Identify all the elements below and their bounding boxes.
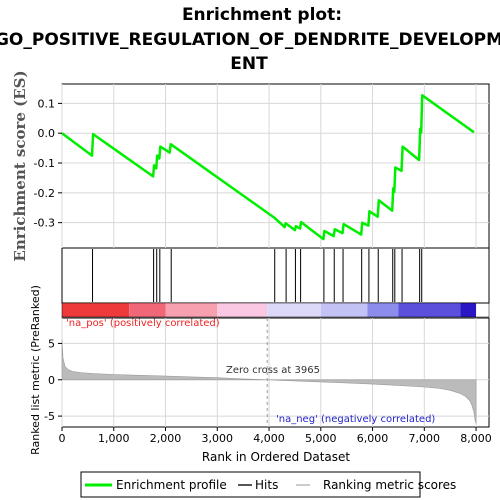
- xtick-label: 7,000: [409, 432, 441, 445]
- es-profile-line: [61, 94, 475, 241]
- es-ytick-label: 0.1: [38, 97, 56, 110]
- es-ytick-label: -0.3: [34, 217, 55, 230]
- es-gridlines: [61, 84, 489, 248]
- axes-layer: 0.1 0.0 -0.1 -0.2 -0.3 5 0 -5 0 1,000 2,000 3,000 4,…: [34, 97, 492, 445]
- metric-ytick-label: 5: [48, 337, 55, 350]
- metric-ytick-label: 0: [48, 374, 55, 387]
- colorbar-segment: [320, 303, 368, 317]
- es-ytick-label: -0.2: [34, 187, 55, 200]
- colorbar-segment: [217, 303, 268, 317]
- colorbar-segment: [398, 303, 461, 317]
- hits-layer: [92, 249, 423, 302]
- metric-ytick-label: -5: [44, 410, 55, 423]
- es-panel-frame: [61, 83, 490, 249]
- legend-metric-label: Ranking metric scores: [323, 478, 456, 492]
- xtick-label: 6,000: [357, 432, 389, 445]
- es-profile-layer: [61, 94, 475, 241]
- xtick-label: 4,000: [253, 432, 285, 445]
- colorbar-segment: [267, 303, 321, 317]
- title-line-3: ENT: [230, 54, 268, 74]
- zero-cross-label: Zero cross at 3965: [226, 365, 320, 376]
- metric-ylabel: Ranked list metric (PreRanked): [29, 285, 42, 455]
- legend-profile-label: Enrichment profile: [116, 478, 227, 492]
- xtick-label: 0: [59, 432, 66, 445]
- colorbar-segment: [62, 303, 130, 317]
- title-line-1: Enrichment plot:: [182, 5, 342, 25]
- neg-correlated-label: 'na_neg' (negatively correlated): [276, 414, 435, 425]
- xtick-label: 3,000: [202, 432, 234, 445]
- es-ytick-label: -0.1: [34, 157, 55, 170]
- xtick-label: 1,000: [98, 432, 130, 445]
- colorbar-segment: [165, 303, 218, 317]
- hits-panel-frame: [61, 247, 490, 304]
- metric-xlabel: Rank in Ordered Dataset: [202, 450, 350, 464]
- colorbar-segment: [367, 303, 399, 317]
- metric-layer: [61, 318, 477, 427]
- xtick-label: 8,000: [460, 432, 492, 445]
- colorbar-segment: [460, 303, 477, 317]
- metric-area: [61, 339, 477, 424]
- xtick-label: 5,000: [305, 432, 337, 445]
- colorbar-segment: [129, 303, 166, 317]
- legend-hits-label: Hits: [255, 478, 278, 492]
- xtick-label: 2,000: [150, 432, 182, 445]
- es-ytick-label: 0.0: [38, 127, 56, 140]
- metric-panel-frame: [61, 317, 490, 428]
- pos-correlated-label: 'na_pos' (positively correlated): [66, 318, 220, 329]
- colorbar-frame: [61, 302, 490, 318]
- legend: Enrichment profile Hits Ranking metric s…: [80, 471, 456, 498]
- es-ylabel: Enrichment score (ES): [11, 70, 29, 261]
- title-line-2: GO_POSITIVE_REGULATION_OF_DENDRITE_DEVEL…: [0, 30, 500, 50]
- rank-colorbar: [61, 302, 490, 318]
